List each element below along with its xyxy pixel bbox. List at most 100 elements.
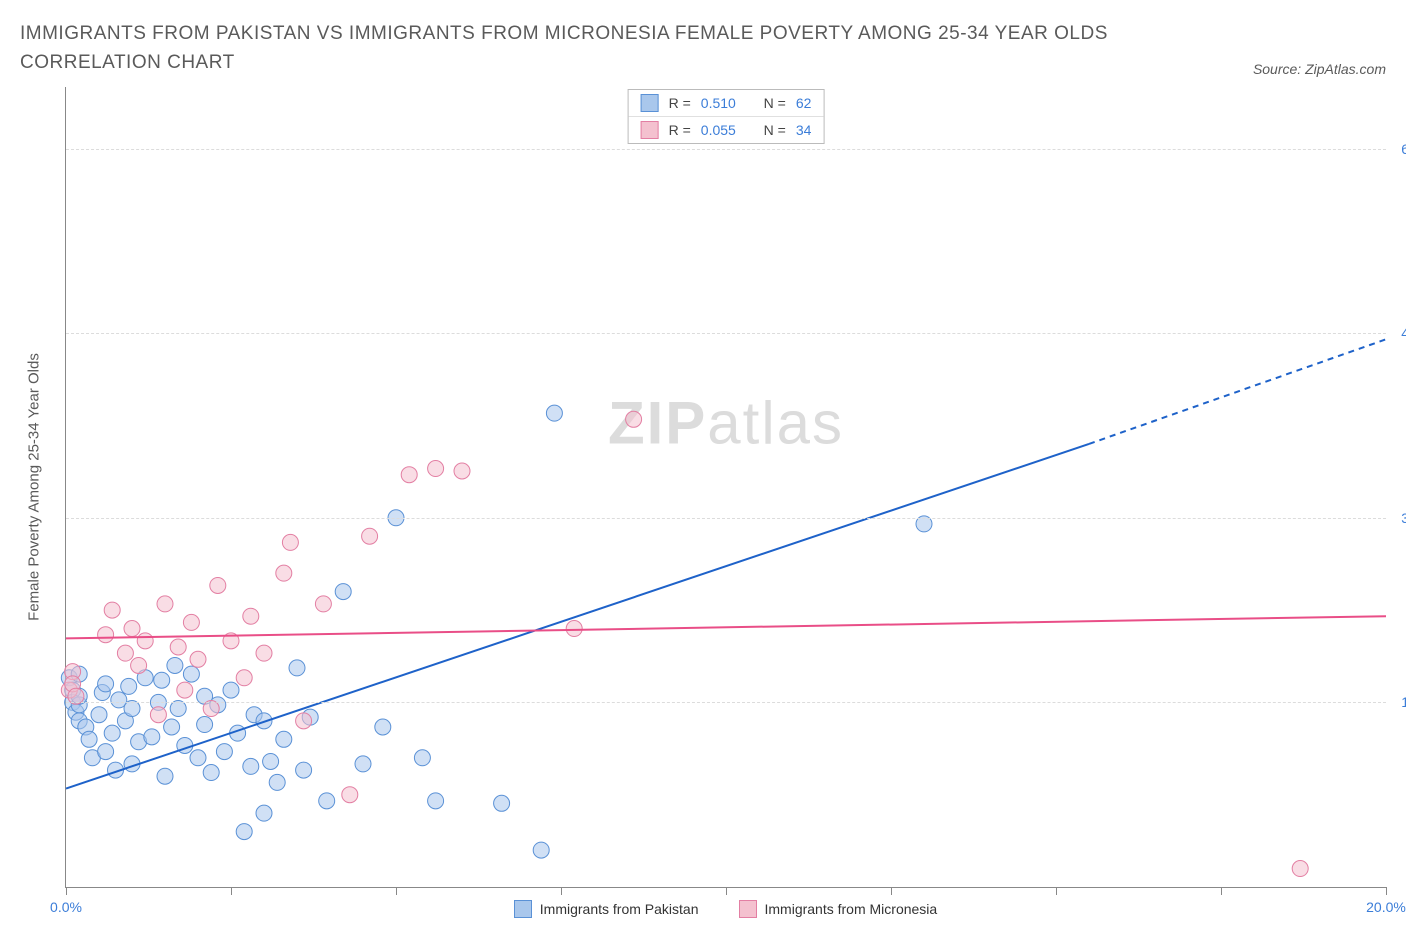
data-point — [121, 678, 137, 694]
x-tick — [396, 887, 397, 895]
chart-title: IMMIGRANTS FROM PAKISTAN VS IMMIGRANTS F… — [20, 20, 1120, 77]
x-tick — [1386, 887, 1387, 895]
data-point — [282, 534, 298, 550]
series-legend: Immigrants from Pakistan Immigrants from … — [65, 900, 1386, 918]
data-point — [428, 793, 444, 809]
y-tick-label: 45.0% — [1401, 325, 1406, 341]
data-point — [494, 795, 510, 811]
data-point — [566, 621, 582, 637]
y-axis-label: Female Poverty Among 25-34 Year Olds — [26, 353, 43, 621]
stats-legend-row: R = 0.510 N = 62 — [629, 90, 824, 116]
data-point — [296, 713, 312, 729]
gridline — [66, 702, 1386, 703]
data-point — [243, 608, 259, 624]
data-point — [263, 753, 279, 769]
data-point — [236, 824, 252, 840]
y-tick-label: 30.0% — [1401, 510, 1406, 526]
data-point — [362, 528, 378, 544]
gridline — [66, 149, 1386, 150]
stat-r-value: 0.055 — [701, 122, 736, 138]
data-point — [454, 463, 470, 479]
data-point — [626, 411, 642, 427]
data-point — [190, 651, 206, 667]
x-tick-label: 0.0% — [50, 899, 82, 915]
data-point — [342, 787, 358, 803]
data-point — [276, 565, 292, 581]
series-legend-item: Immigrants from Pakistan — [514, 900, 699, 918]
gridline — [66, 333, 1386, 334]
data-point — [216, 744, 232, 760]
stat-n-value: 62 — [796, 95, 812, 111]
data-point — [1292, 861, 1308, 877]
data-point — [117, 645, 133, 661]
data-point — [91, 707, 107, 723]
data-point — [157, 596, 173, 612]
data-point — [167, 657, 183, 673]
series-label: Immigrants from Pakistan — [540, 901, 699, 917]
data-point — [276, 731, 292, 747]
stat-r-label: R = — [669, 95, 691, 111]
y-tick-label: 15.0% — [1401, 694, 1406, 710]
data-point — [150, 707, 166, 723]
data-point — [546, 405, 562, 421]
data-point — [243, 758, 259, 774]
data-point — [98, 744, 114, 760]
x-tick — [66, 887, 67, 895]
source-label: Source: ZipAtlas.com — [1253, 61, 1386, 77]
data-point — [98, 627, 114, 643]
data-point — [236, 670, 252, 686]
trend-line-extrapolated — [1089, 339, 1386, 444]
data-point — [203, 765, 219, 781]
data-point — [335, 584, 351, 600]
legend-swatch — [739, 900, 757, 918]
data-point — [210, 577, 226, 593]
series-label: Immigrants from Micronesia — [765, 901, 938, 917]
data-point — [256, 645, 272, 661]
data-point — [170, 639, 186, 655]
gridline — [66, 518, 1386, 519]
data-point — [154, 672, 170, 688]
data-point — [104, 602, 120, 618]
data-point — [401, 467, 417, 483]
stats-legend-row: R = 0.055 N = 34 — [629, 116, 824, 143]
data-point — [131, 657, 147, 673]
data-point — [355, 756, 371, 772]
data-point — [289, 660, 305, 676]
x-tick — [891, 887, 892, 895]
x-tick — [726, 887, 727, 895]
stat-n-label: N = — [764, 122, 786, 138]
data-point — [124, 621, 140, 637]
data-point — [104, 725, 120, 741]
data-point — [190, 750, 206, 766]
data-point — [183, 614, 199, 630]
stat-r-value: 0.510 — [701, 95, 736, 111]
y-tick-label: 60.0% — [1401, 141, 1406, 157]
data-point — [137, 633, 153, 649]
x-tick — [561, 887, 562, 895]
x-tick-label: 20.0% — [1366, 899, 1406, 915]
data-point — [375, 719, 391, 735]
data-point — [197, 717, 213, 733]
data-point — [81, 731, 97, 747]
stat-n-value: 34 — [796, 122, 812, 138]
legend-swatch — [641, 121, 659, 139]
data-point — [319, 793, 335, 809]
plot-svg — [66, 87, 1386, 887]
series-legend-item: Immigrants from Micronesia — [739, 900, 938, 918]
data-point — [223, 682, 239, 698]
stats-legend: R = 0.510 N = 62 R = 0.055 N = 34 — [628, 89, 825, 144]
data-point — [98, 676, 114, 692]
stat-n-label: N = — [764, 95, 786, 111]
data-point — [533, 842, 549, 858]
data-point — [183, 666, 199, 682]
trend-line — [66, 444, 1089, 789]
data-point — [157, 768, 173, 784]
x-tick — [1221, 887, 1222, 895]
data-point — [428, 461, 444, 477]
legend-swatch — [641, 94, 659, 112]
data-point — [269, 774, 285, 790]
data-point — [144, 729, 160, 745]
data-point — [414, 750, 430, 766]
stat-r-label: R = — [669, 122, 691, 138]
data-point — [296, 762, 312, 778]
